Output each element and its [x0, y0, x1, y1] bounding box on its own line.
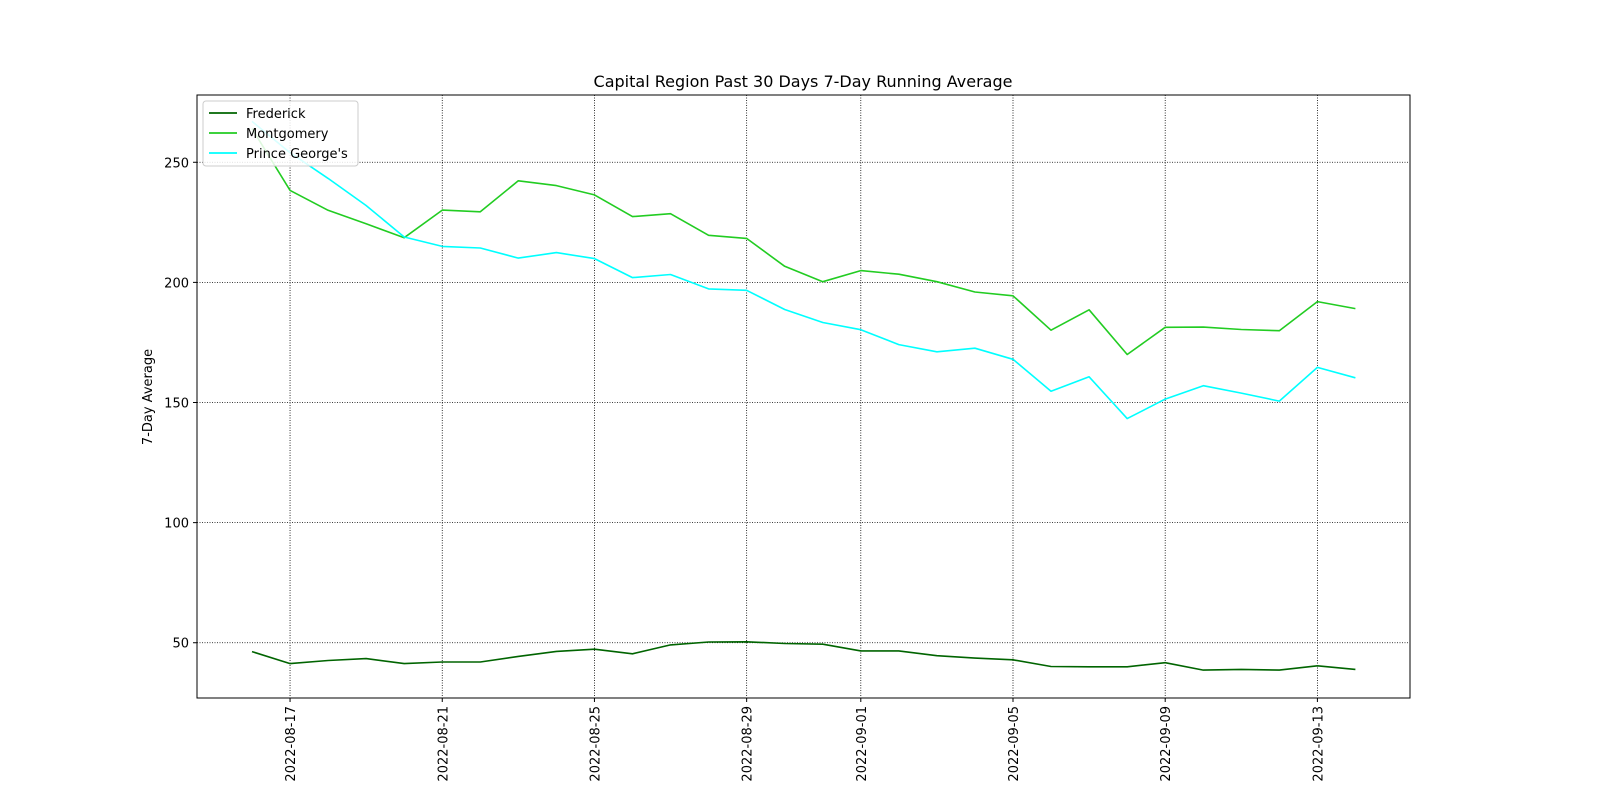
y-tick-label: 250 [164, 156, 189, 171]
legend: Frederick Montgomery Prince George's [202, 100, 359, 167]
axis-ticks: 50 100 150 200 250 2022-08-17 2022-08-21 2022-0… [164, 156, 1326, 781]
grid [197, 95, 1410, 698]
x-tick-label: 2022-08-25 [588, 706, 603, 782]
legend-label: Frederick [246, 107, 306, 122]
plot-area-frame [196, 94, 1411, 699]
y-tick-label: 200 [164, 276, 189, 291]
series-lines [251, 120, 1356, 671]
x-tick-label: 2022-09-09 [1159, 706, 1174, 782]
x-tick-label: 2022-09-05 [1007, 706, 1022, 782]
y-tick-label: 150 [164, 397, 189, 412]
series-line [251, 640, 1356, 671]
chart-title: Capital Region Past 30 Days 7-Day Runnin… [594, 72, 1013, 91]
x-tick-label: 2022-08-17 [284, 706, 299, 782]
y-tick-label: 50 [172, 637, 189, 652]
legend-label: Prince George's [246, 147, 348, 162]
x-tick-label: 2022-08-21 [436, 706, 451, 782]
legend-box [202, 100, 359, 167]
series-line [251, 120, 1356, 420]
x-tick-label: 2022-08-29 [741, 706, 756, 782]
y-axis-label: 7-Day Average [141, 349, 156, 445]
x-tick-label: 2022-09-13 [1311, 706, 1326, 782]
x-tick-label: 2022-09-01 [855, 706, 870, 782]
series-line [251, 128, 1356, 356]
y-tick-label: 100 [164, 517, 189, 532]
legend-label: Montgomery [246, 127, 329, 142]
